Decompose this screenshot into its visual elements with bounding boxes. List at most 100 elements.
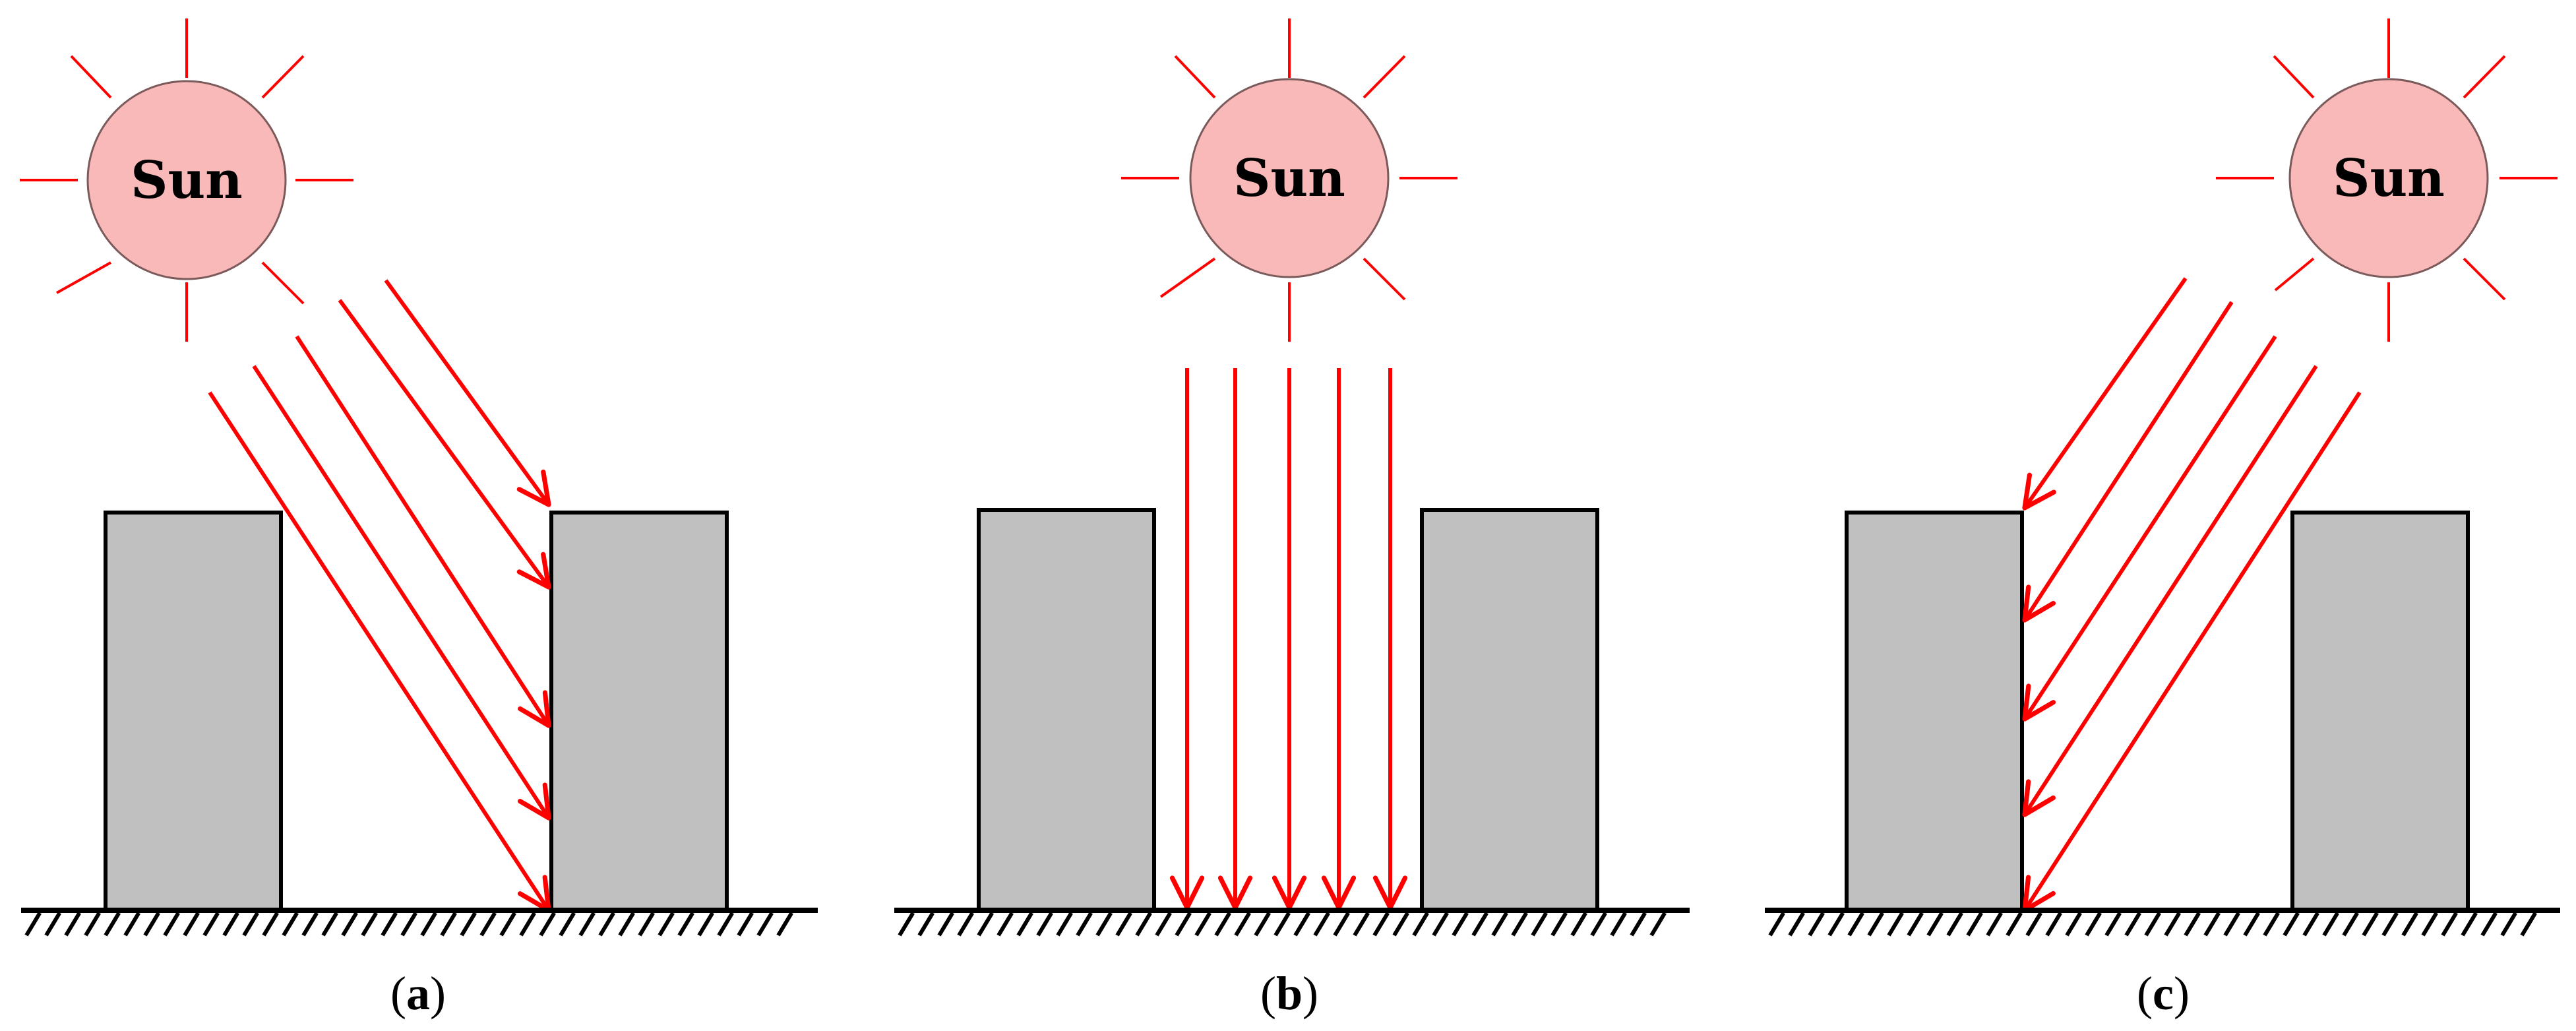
sunlight-ray (2022, 391, 2362, 913)
hatch-stroke (64, 912, 81, 937)
hatch-stroke (2203, 912, 2221, 937)
hatch-stroke (638, 912, 655, 937)
hatch-stroke (937, 912, 954, 937)
sun-label: Sun (131, 150, 243, 210)
hatch-stroke (1194, 912, 1211, 937)
ground-hatching (898, 912, 1667, 937)
hatch-stroke (2164, 912, 2181, 937)
hatch-stroke (658, 912, 675, 937)
hatch-stroke (717, 912, 734, 937)
sunlight-ray (208, 391, 551, 913)
hatch-stroke (2223, 912, 2240, 937)
hatch-stroke (499, 912, 516, 937)
hatch-stroke (1076, 912, 1093, 937)
sunlight-ray (338, 299, 551, 590)
hatch-stroke (1768, 912, 1785, 937)
hatch-stroke (1827, 912, 1845, 937)
hatch-stroke (222, 912, 239, 937)
hatch-stroke (202, 912, 220, 937)
hatch-stroke (2322, 912, 2339, 937)
sunlight-ray (2022, 277, 2188, 511)
sun-rays-decor (1121, 18, 1457, 342)
hatch-stroke (1432, 912, 1449, 937)
hatch-stroke (242, 912, 259, 937)
hatch-stroke (977, 912, 994, 937)
hatch-stroke (1531, 912, 1548, 937)
ground-hatching (1768, 912, 2537, 937)
hatch-stroke (1630, 912, 1647, 937)
caption-c: (c) (2137, 967, 2190, 1020)
hatch-stroke (519, 912, 536, 937)
hatch-stroke (1867, 912, 1884, 937)
hatch-stroke (2025, 912, 2042, 937)
hatch-stroke (1016, 912, 1033, 937)
right-building (2290, 511, 2470, 912)
hatch-stroke (1511, 912, 1528, 937)
hatch-stroke (262, 912, 279, 937)
hatch-stroke (2263, 912, 2280, 937)
hatch-stroke (1155, 912, 1172, 937)
hatch-stroke (1788, 912, 1805, 937)
hatch-stroke (697, 912, 714, 937)
hatch-stroke (2006, 912, 2023, 937)
hatch-stroke (1273, 912, 1291, 937)
hatch-stroke (84, 912, 101, 937)
sunlight-rays (2022, 277, 2362, 913)
hatch-stroke (618, 912, 635, 937)
hatch-stroke (104, 912, 121, 937)
hatch-stroke (2401, 912, 2418, 937)
hatch-stroke (183, 912, 200, 937)
sunlight-ray (2022, 335, 2277, 722)
hatch-stroke (2243, 912, 2260, 937)
hatch-stroke (2104, 912, 2122, 937)
sunlight-rays (208, 279, 551, 913)
hatch-stroke (997, 912, 1014, 937)
hatch-stroke (2362, 912, 2379, 937)
sunlight-ray (252, 365, 551, 821)
hatch-stroke (1452, 912, 1469, 937)
hatch-stroke (578, 912, 596, 937)
caption-a: (a) (390, 967, 446, 1020)
hatch-stroke (2500, 912, 2517, 937)
hatch-stroke (163, 912, 180, 937)
hatch-stroke (1115, 912, 1132, 937)
hatch-stroke (1234, 912, 1251, 937)
hatch-stroke (1372, 912, 1390, 937)
hatch-stroke (1254, 912, 1271, 937)
caption-b: (b) (1260, 967, 1318, 1020)
hatch-stroke (756, 912, 774, 937)
hatch-stroke (301, 912, 319, 937)
hatch-stroke (2144, 912, 2161, 937)
hatch-stroke (677, 912, 694, 937)
hatch-stroke (2342, 912, 2359, 937)
hatch-stroke (2124, 912, 2141, 937)
hatch-stroke (361, 912, 378, 937)
hatch-stroke (341, 912, 358, 937)
hatch-stroke (1353, 912, 1370, 937)
hatch-stroke (1471, 912, 1488, 937)
hatch-stroke (598, 912, 615, 937)
sunlight-rays (1169, 368, 1408, 910)
hatch-stroke (737, 912, 754, 937)
hatch-stroke (2283, 912, 2300, 937)
hatch-stroke (1036, 912, 1053, 937)
hatch-stroke (898, 912, 915, 937)
hatch-stroke (2045, 912, 2062, 937)
sunlight-ray (384, 279, 551, 507)
left-building (104, 511, 283, 912)
hatch-stroke (2461, 912, 2478, 937)
hatch-stroke (1550, 912, 1568, 937)
hatch-stroke (420, 912, 437, 937)
sun (86, 80, 287, 280)
right-building (549, 511, 729, 912)
hatch-stroke (440, 912, 457, 937)
sunlight-ray (2022, 301, 2234, 623)
hatch-stroke (1392, 912, 1409, 937)
hatch-stroke (776, 912, 793, 937)
hatch-stroke (1135, 912, 1152, 937)
hatch-stroke (539, 912, 556, 937)
sun-rays-decor (2216, 18, 2558, 342)
sunlight-ray (295, 335, 551, 728)
hatch-stroke (1946, 912, 1963, 937)
